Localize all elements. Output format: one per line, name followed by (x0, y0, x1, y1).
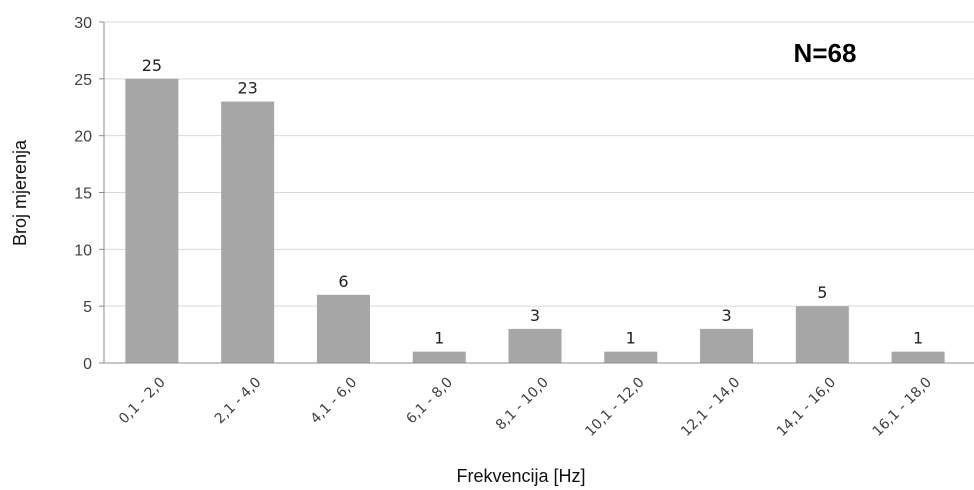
data-label: 1 (913, 329, 923, 348)
bar (412, 351, 466, 363)
data-label: 3 (721, 306, 731, 325)
data-labels: 25 23 6 1 3 1 3 5 1 (142, 56, 923, 348)
y-tick-label: 30 (74, 15, 92, 32)
bars (125, 78, 945, 364)
y-tick-label: 15 (74, 186, 92, 203)
data-label: 6 (338, 272, 348, 291)
axes (99, 21, 974, 364)
x-tick-label: 8,1 - 10,0 (493, 375, 552, 434)
y-tick-labels: 0 5 10 15 20 25 30 (74, 15, 92, 373)
x-tick-label: 16,1 - 18,0 (870, 375, 935, 440)
bar (700, 328, 754, 363)
y-tick-label: 25 (74, 72, 92, 89)
bar (508, 328, 562, 363)
bar (125, 78, 179, 363)
x-tick-label: 6,1 - 8,0 (403, 375, 456, 428)
x-tick-label: 14,1 - 16,0 (774, 375, 839, 440)
bar (795, 306, 849, 363)
x-axis-title: Frekvencija [Hz] (456, 466, 585, 486)
y-tick-label: 20 (74, 129, 92, 146)
bar (221, 101, 275, 364)
data-label: 1 (626, 329, 636, 348)
x-tick-labels: 0,1 - 2,0 2,1 - 4,0 4,1 - 6,0 6,1 - 8,0 8,1 … (116, 375, 935, 440)
x-tick-label: 0,1 - 2,0 (116, 375, 169, 428)
bar (604, 351, 658, 363)
bar (891, 351, 945, 363)
data-label: 5 (817, 283, 827, 302)
x-tick-label: 2,1 - 4,0 (212, 375, 265, 428)
data-label: 23 (237, 79, 257, 98)
y-tick-label: 10 (74, 242, 92, 259)
data-label: 25 (142, 56, 162, 75)
y-axis-title: Broj mjerenja (10, 139, 30, 246)
annotation-n: N=68 (794, 38, 857, 68)
data-label: 3 (530, 306, 540, 325)
x-tick-label: 10,1 - 12,0 (582, 375, 647, 440)
y-tick-label: 5 (83, 299, 92, 316)
y-tick-label: 0 (83, 356, 92, 373)
x-tick-label: 4,1 - 6,0 (308, 375, 361, 428)
data-label: 1 (434, 329, 444, 348)
x-tick-label: 12,1 - 14,0 (678, 375, 743, 440)
bar (316, 294, 370, 363)
